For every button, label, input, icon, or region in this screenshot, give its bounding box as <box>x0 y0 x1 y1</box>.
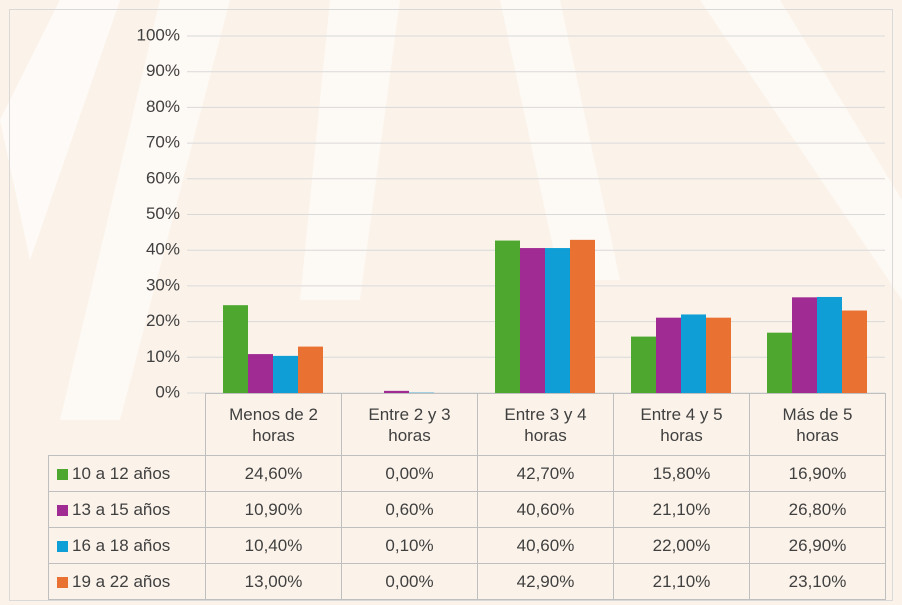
value-label: 21,10% <box>613 491 750 528</box>
bar <box>223 305 248 393</box>
legend-swatch <box>57 576 68 588</box>
bar <box>384 390 409 393</box>
header-row: Menos de 2 horas Entre 2 y 3 horas Entre 3… <box>49 393 886 456</box>
value-label: 13,00% <box>205 563 342 600</box>
y-tick-label: 20% <box>146 311 180 330</box>
bars <box>223 239 867 393</box>
bar <box>273 355 298 393</box>
value-label: 0,00% <box>341 563 478 600</box>
bar <box>520 248 545 393</box>
bar <box>631 336 656 393</box>
bar <box>792 297 817 393</box>
category-label: Más de 5 horas <box>749 393 886 456</box>
legend-label: 19 a 22 años <box>72 571 171 591</box>
value-label: 16,90% <box>749 455 886 492</box>
value-label: 0,00% <box>341 455 478 492</box>
y-tick-label: 30% <box>146 275 180 294</box>
legend-cell: 19 a 22 años <box>48 563 206 600</box>
stripe <box>0 0 120 260</box>
stripe <box>700 0 902 300</box>
bar <box>767 332 792 393</box>
stripe <box>300 0 400 300</box>
series-row: 16 a 18 años 10,40% 0,10% 40,60% 22,00% 26,90… <box>48 527 886 564</box>
legend-label: 16 a 18 años <box>72 535 171 555</box>
bar <box>545 248 570 393</box>
value-label: 26,80% <box>749 491 886 528</box>
category-label: Entre 3 y 4 horas <box>477 393 614 456</box>
legend-cell: 13 a 15 años <box>48 491 206 528</box>
value-label: 21,10% <box>613 563 750 600</box>
chart-border <box>9 9 893 601</box>
stripe <box>500 0 620 280</box>
y-tick-label: 80% <box>146 97 180 116</box>
y-tick-label: 0% <box>155 382 180 401</box>
stripe <box>60 0 230 420</box>
y-tick-label: 60% <box>146 168 180 187</box>
value-label: 10,90% <box>205 491 342 528</box>
value-label: 26,90% <box>749 527 886 564</box>
value-label: 40,60% <box>477 527 614 564</box>
legend-swatch <box>57 540 68 552</box>
series-row: 10 a 12 años 24,60% 0,00% 42,70% 15,80% 16,90… <box>48 455 886 492</box>
legend-label: 13 a 15 años <box>72 499 171 519</box>
legend-swatch <box>57 468 68 480</box>
value-label: 22,00% <box>613 527 750 564</box>
value-label: 15,80% <box>613 455 750 492</box>
value-label: 0,60% <box>341 491 478 528</box>
value-label: 42,90% <box>477 563 614 600</box>
legend-label: 10 a 12 años <box>72 463 171 483</box>
bar <box>681 314 706 393</box>
y-tick-label: 40% <box>146 240 180 259</box>
value-label: 23,10% <box>749 563 886 600</box>
value-label: 40,60% <box>477 491 614 528</box>
bar <box>706 317 731 393</box>
corner-cell <box>49 394 206 456</box>
value-label: 0,10% <box>341 527 478 564</box>
value-label: 10,40% <box>205 527 342 564</box>
series-row: 13 a 15 años 10,90% 0,60% 40,60% 21,10% 26,80… <box>48 491 886 528</box>
y-tick-label: 50% <box>146 204 180 223</box>
bar <box>495 240 520 393</box>
bar <box>570 239 595 393</box>
y-tick-label: 70% <box>146 133 180 152</box>
y-tick-label: 10% <box>146 347 180 366</box>
bar <box>656 317 681 393</box>
value-label: 24,60% <box>205 455 342 492</box>
data-table: Menos de 2 horas Entre 2 y 3 horas Entre 3… <box>48 393 886 600</box>
category-label: Entre 2 y 3 horas <box>341 393 478 456</box>
legend-cell: 16 a 18 años <box>48 527 206 564</box>
bar <box>842 310 867 393</box>
bar <box>817 296 842 393</box>
series-row: 19 a 22 años 13,00% 0,00% 42,90% 21,10% 23,10… <box>48 563 886 600</box>
y-tick-label: 90% <box>146 61 180 80</box>
legend-swatch <box>57 504 68 516</box>
category-label: Entre 4 y 5 horas <box>613 393 750 456</box>
bar <box>248 354 273 393</box>
y-tick-label: 100% <box>137 25 180 44</box>
bar <box>298 346 323 393</box>
category-label: Menos de 2 horas <box>205 393 342 456</box>
legend-cell: 10 a 12 años <box>48 455 206 492</box>
value-label: 42,70% <box>477 455 614 492</box>
